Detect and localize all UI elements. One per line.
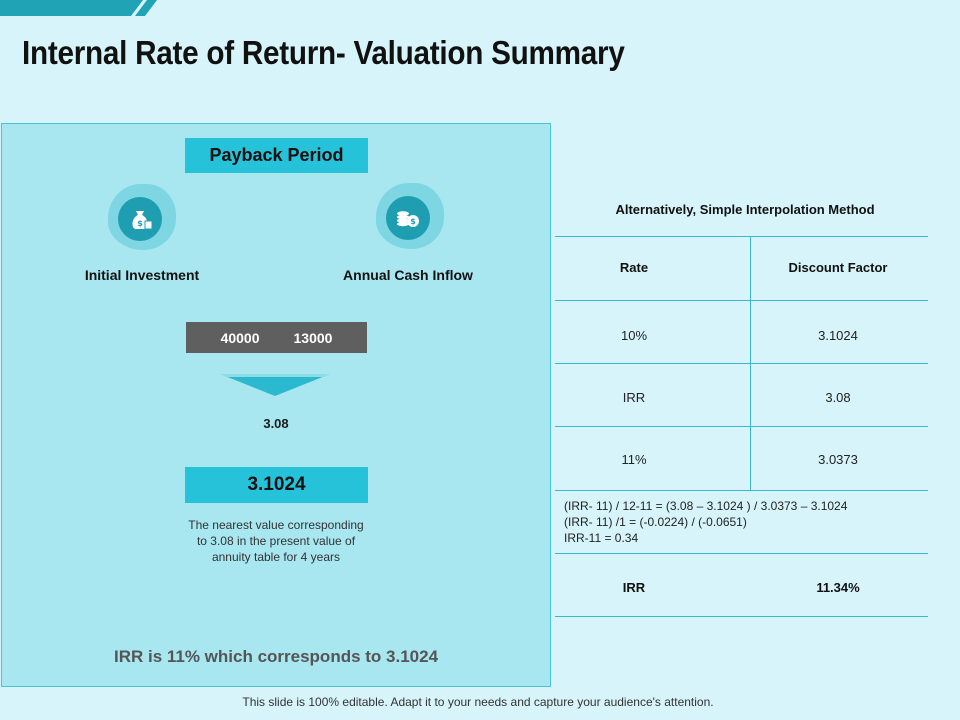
table-divider xyxy=(555,490,928,491)
annual-cash-inflow-label: Annual Cash Inflow xyxy=(343,267,473,283)
table-divider xyxy=(555,363,928,364)
money-bag-icon: $ xyxy=(118,197,162,241)
calc-line: (IRR- 11) /1 = (-0.0224) / (-0.0651) xyxy=(564,515,747,529)
svg-text:$: $ xyxy=(410,217,416,226)
table-cell-rate: 11% xyxy=(621,452,647,467)
coins-icon: $ xyxy=(386,196,430,240)
svg-text:$: $ xyxy=(137,219,143,228)
initial-investment-value: 40000 xyxy=(220,329,260,346)
irr-result-value: 11.34% xyxy=(816,580,860,595)
calc-line: IRR-11 = 0.34 xyxy=(564,531,639,545)
division-arrow xyxy=(220,374,330,396)
payback-panel xyxy=(1,123,551,687)
table-divider xyxy=(555,236,928,237)
header-rate: Rate xyxy=(619,260,649,275)
table-divider xyxy=(555,616,928,617)
interpolation-calculation: (IRR- 11) / 12-11 = (3.08 – 3.1024 ) / 3… xyxy=(564,498,847,546)
table-cell-rate: IRR xyxy=(622,390,646,405)
irr-statement: IRR is 11% which corresponds to 3.1024 xyxy=(113,647,439,666)
header-discount-factor: Discount Factor xyxy=(788,260,888,275)
payback-period-label: Payback Period xyxy=(209,145,344,165)
calc-line: (IRR- 11) / 12-11 = (3.08 – 3.1024 ) / 3… xyxy=(564,499,848,513)
table-divider xyxy=(555,426,928,427)
table-cell-discount-factor: 3.08 xyxy=(825,390,851,405)
table-cell-discount-factor: 3.1024 xyxy=(818,328,858,343)
table-cell-discount-factor: 3.0373 xyxy=(818,452,858,467)
irr-result-label: IRR xyxy=(622,580,646,595)
nearest-value-box: 3.1024 xyxy=(185,467,368,503)
initial-investment-label: Initial Investment xyxy=(84,267,200,283)
table-divider xyxy=(555,553,928,554)
payback-period-header: Payback Period xyxy=(185,138,368,173)
payback-period-value: 3.08 xyxy=(263,416,289,431)
table-column-divider xyxy=(750,237,751,490)
interpolation-title: Alternatively, Simple Interpolation Meth… xyxy=(615,202,875,217)
nearest-value: 3.1024 xyxy=(247,474,306,495)
footer-note: This slide is 100% editable. Adapt it to… xyxy=(242,695,714,709)
values-bar: 40000 13000 xyxy=(186,322,367,353)
page-title: Internal Rate of Return- Valuation Summa… xyxy=(22,34,625,71)
table-divider xyxy=(555,300,928,301)
annual-cash-inflow-value: 13000 xyxy=(293,329,333,346)
table-cell-rate: 10% xyxy=(620,328,648,343)
top-accent-bar xyxy=(0,0,157,16)
nearest-value-note: The nearest value corresponding to 3.08 … xyxy=(188,518,364,564)
